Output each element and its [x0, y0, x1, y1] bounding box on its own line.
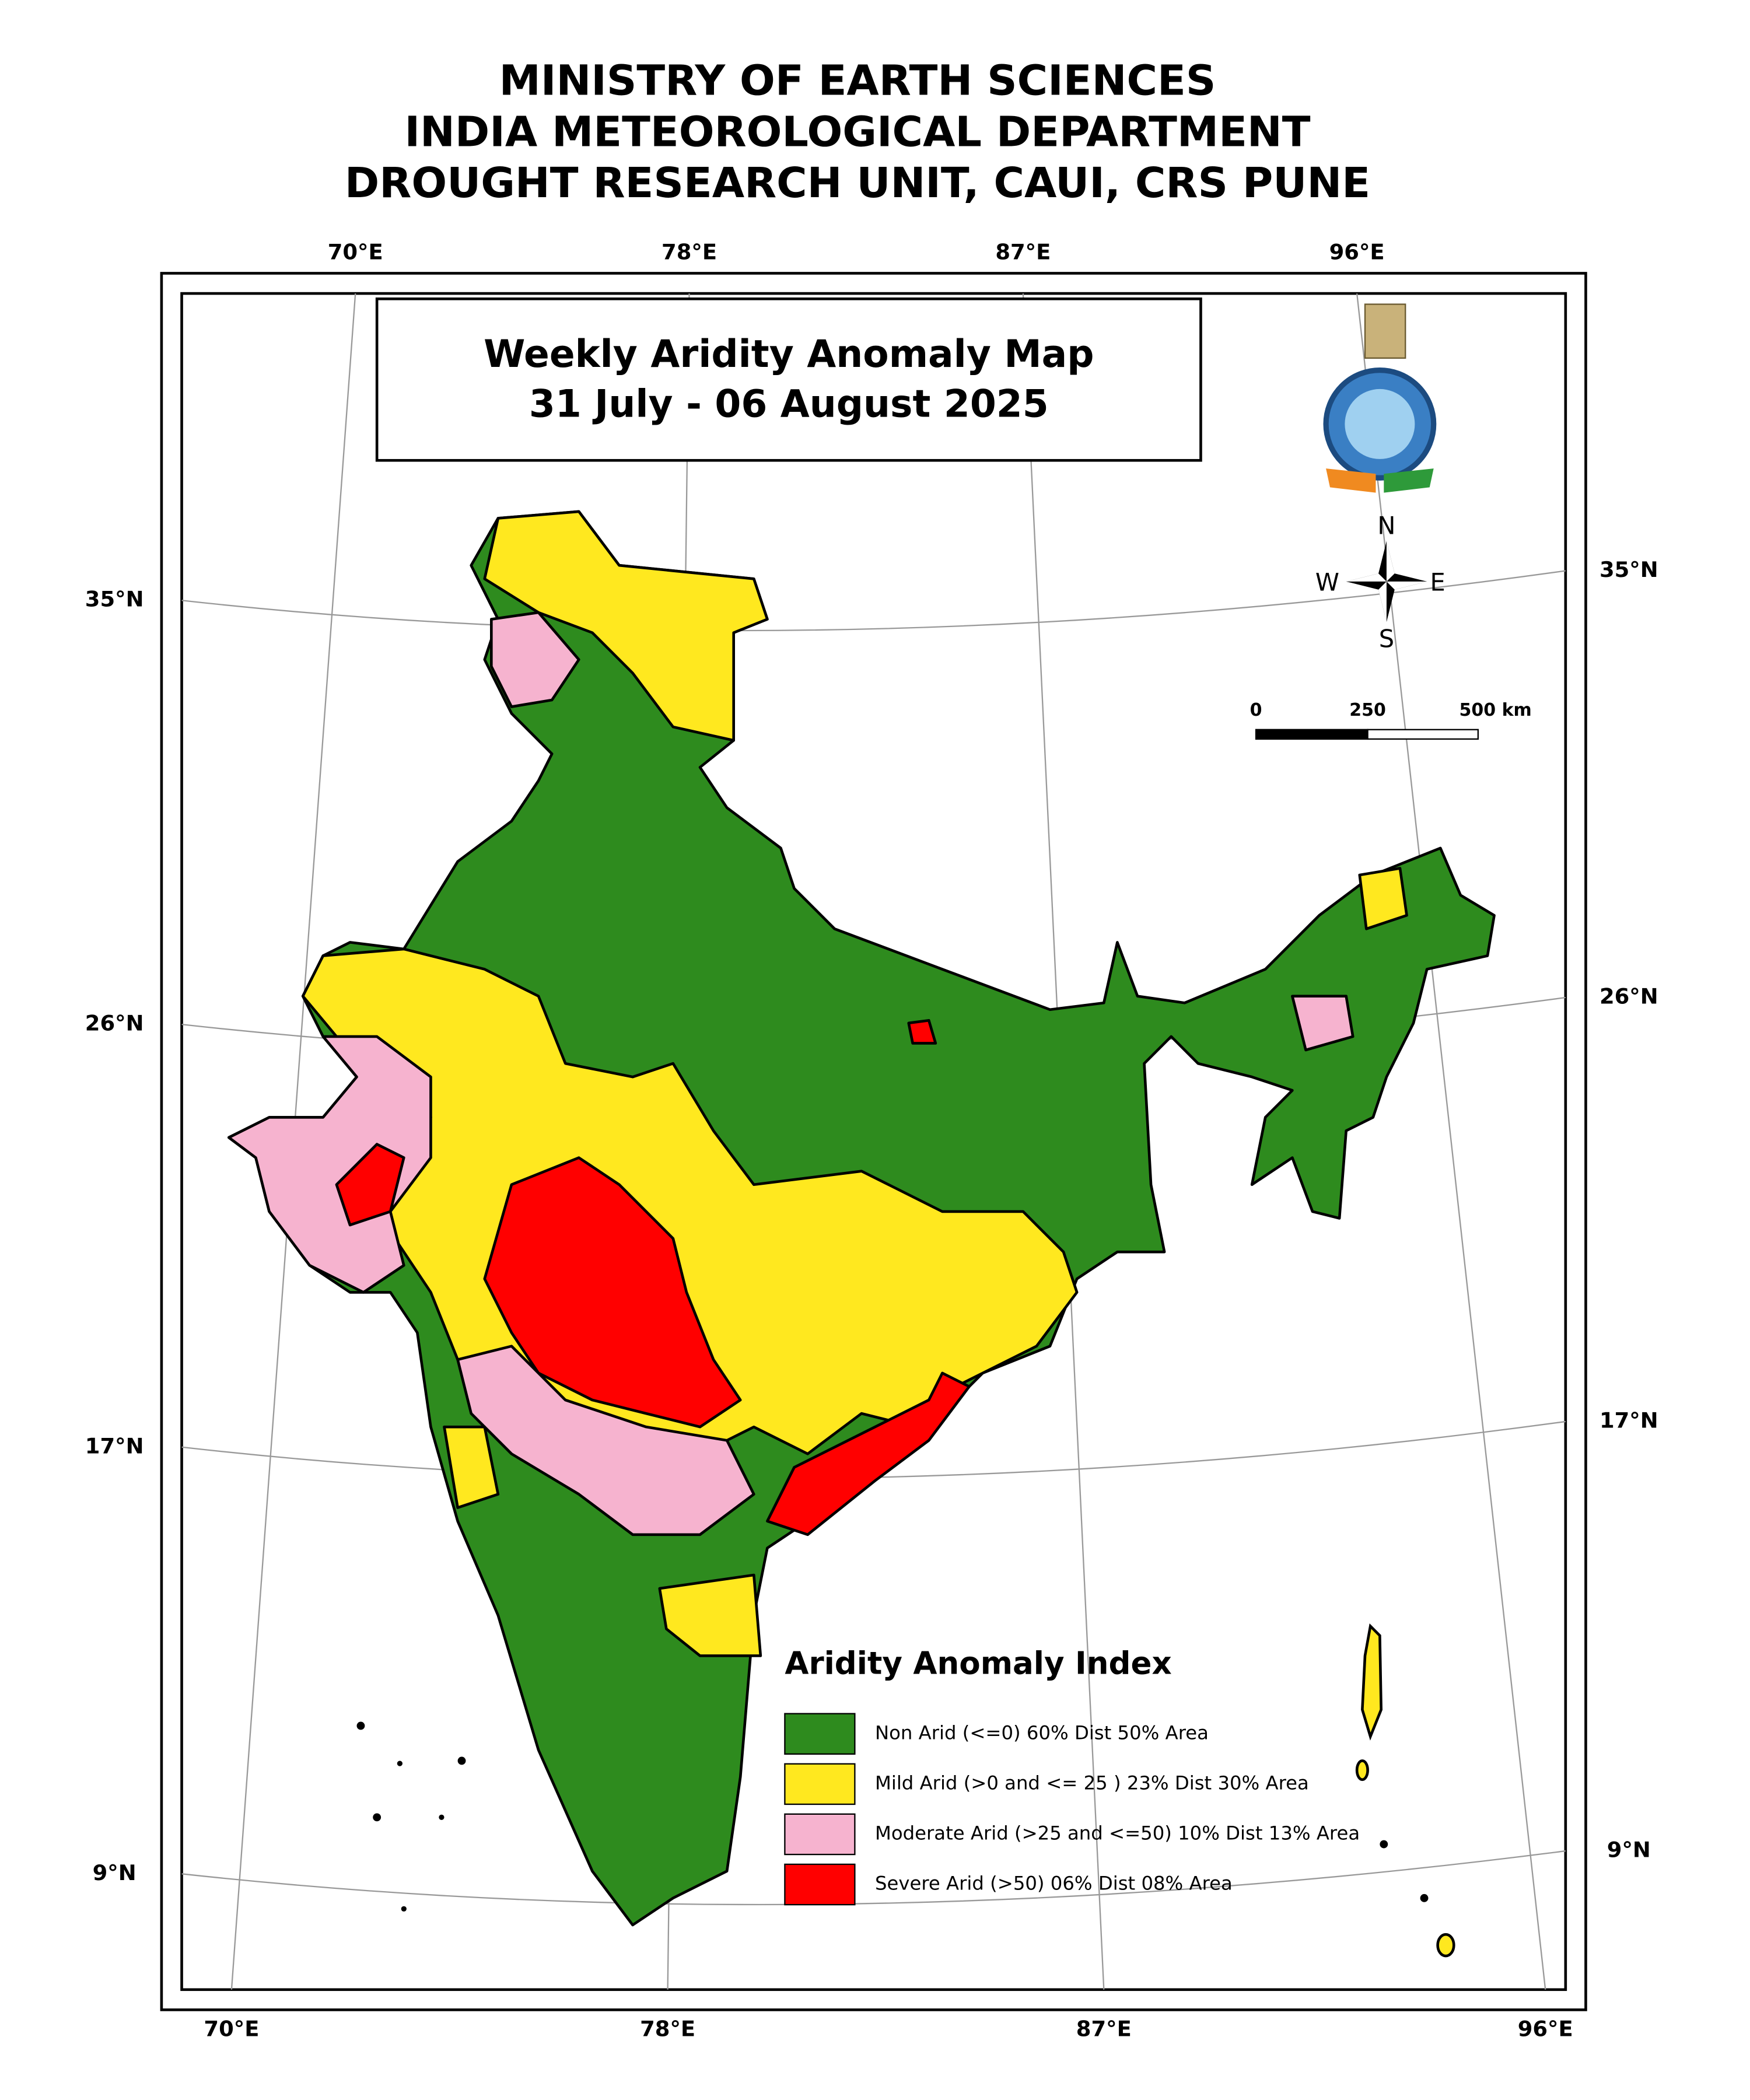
title-box	[375, 297, 1202, 462]
compass-letter: N	[1377, 512, 1395, 540]
legend-label: Severe Arid (>50) 06% Dist 08% Area	[875, 1873, 1233, 1895]
island	[1420, 1894, 1429, 1902]
compass-rose	[1346, 541, 1427, 622]
scale-label: 500 km	[1460, 700, 1532, 720]
mild-region	[1358, 867, 1408, 930]
emblem-ribbon	[1326, 468, 1376, 493]
island	[373, 1813, 382, 1822]
longitude-label: 70°E	[204, 2017, 259, 2042]
moderate-region	[1291, 995, 1354, 1052]
compass-highlight	[1346, 541, 1427, 622]
emblem-ribbon	[1384, 468, 1434, 493]
north-arrow	[1346, 541, 1427, 622]
scale-segment	[1367, 729, 1479, 740]
latitude-label: 17°N	[1600, 1408, 1658, 1433]
island	[356, 1721, 365, 1730]
island	[1380, 1840, 1388, 1849]
island	[397, 1760, 402, 1766]
legend-label: Moderate Arid (>25 and <=50) 10% Dist 13…	[875, 1822, 1360, 1844]
severe-region	[483, 1156, 742, 1429]
legend-label: Non Arid (<=0) 60% Dist 50% Area	[875, 1721, 1209, 1744]
map-date: 31 July - 06 August 2025	[529, 383, 1049, 426]
emblem-globe	[1345, 388, 1415, 459]
mild-region	[443, 1425, 500, 1509]
longitude-label: 87°E	[1076, 2017, 1132, 2042]
latitude-label: 9°N	[1607, 1838, 1651, 1863]
header-line: DROUGHT RESEARCH UNIT, CAUI, CRS PUNE	[345, 159, 1370, 207]
longitude-label: 87°E	[995, 239, 1051, 264]
legend-swatch	[784, 1713, 856, 1755]
compass-letter: S	[1379, 624, 1394, 653]
latitude-label: 9°N	[93, 1860, 136, 1885]
island	[1361, 1623, 1383, 1741]
longitude-label: 70°E	[328, 239, 383, 264]
severe-region	[335, 1143, 405, 1227]
longitude-label: 78°E	[640, 2017, 695, 2042]
inner-frame	[180, 292, 1567, 1992]
outer-frame	[160, 272, 1587, 2011]
scale-label: 0	[1250, 700, 1262, 720]
mild-region	[658, 1573, 762, 1657]
latitude-label: 17°N	[85, 1433, 144, 1458]
moderate-region	[489, 611, 580, 708]
compass-letter: E	[1430, 568, 1445, 597]
longitude-label: 78°E	[662, 239, 717, 264]
legend-title: Aridity Anomaly Index	[785, 1645, 1171, 1681]
island	[457, 1756, 466, 1765]
latitude-label: 26°N	[1600, 984, 1658, 1009]
latitude-label: 35°N	[1600, 557, 1658, 582]
islands	[356, 1623, 1455, 1958]
legend-swatch	[784, 1863, 856, 1906]
severe-region	[907, 1019, 937, 1045]
latitude-label: 26°N	[85, 1011, 144, 1036]
legend: Aridity Anomaly Index Non Arid (<=0) 60%…	[784, 1645, 1360, 1906]
moderate-region	[227, 1035, 432, 1294]
header-line: MINISTRY OF EARTH SCIENCES	[499, 57, 1216, 105]
island	[439, 1814, 444, 1820]
scale-label: 250	[1349, 700, 1386, 720]
longitude-label: 96°E	[1518, 2017, 1573, 2042]
island	[1355, 1759, 1369, 1782]
parallel	[181, 570, 1566, 632]
moderate-region	[456, 1345, 755, 1536]
latitude-label: 35°N	[85, 587, 144, 612]
legend-swatch	[784, 1763, 856, 1805]
compass-letter: W	[1315, 568, 1339, 597]
legend-swatch	[784, 1813, 856, 1856]
scale-bar	[1255, 729, 1479, 740]
legend-label: Mild Arid (>0 and <= 25 ) 23% Dist 30% A…	[875, 1772, 1309, 1794]
island	[401, 1906, 407, 1912]
island	[1436, 1933, 1455, 1958]
severe-region	[766, 1371, 971, 1536]
longitude-label: 96°E	[1329, 239, 1385, 264]
map-title: Weekly Aridity Anomaly Map	[484, 332, 1094, 376]
india-map	[227, 510, 1496, 1958]
scale-segment	[1255, 729, 1368, 740]
header-line: INDIA METEOROLOGICAL DEPARTMENT	[404, 107, 1310, 156]
imd-emblem	[1323, 303, 1437, 493]
emblem-top	[1364, 303, 1406, 359]
